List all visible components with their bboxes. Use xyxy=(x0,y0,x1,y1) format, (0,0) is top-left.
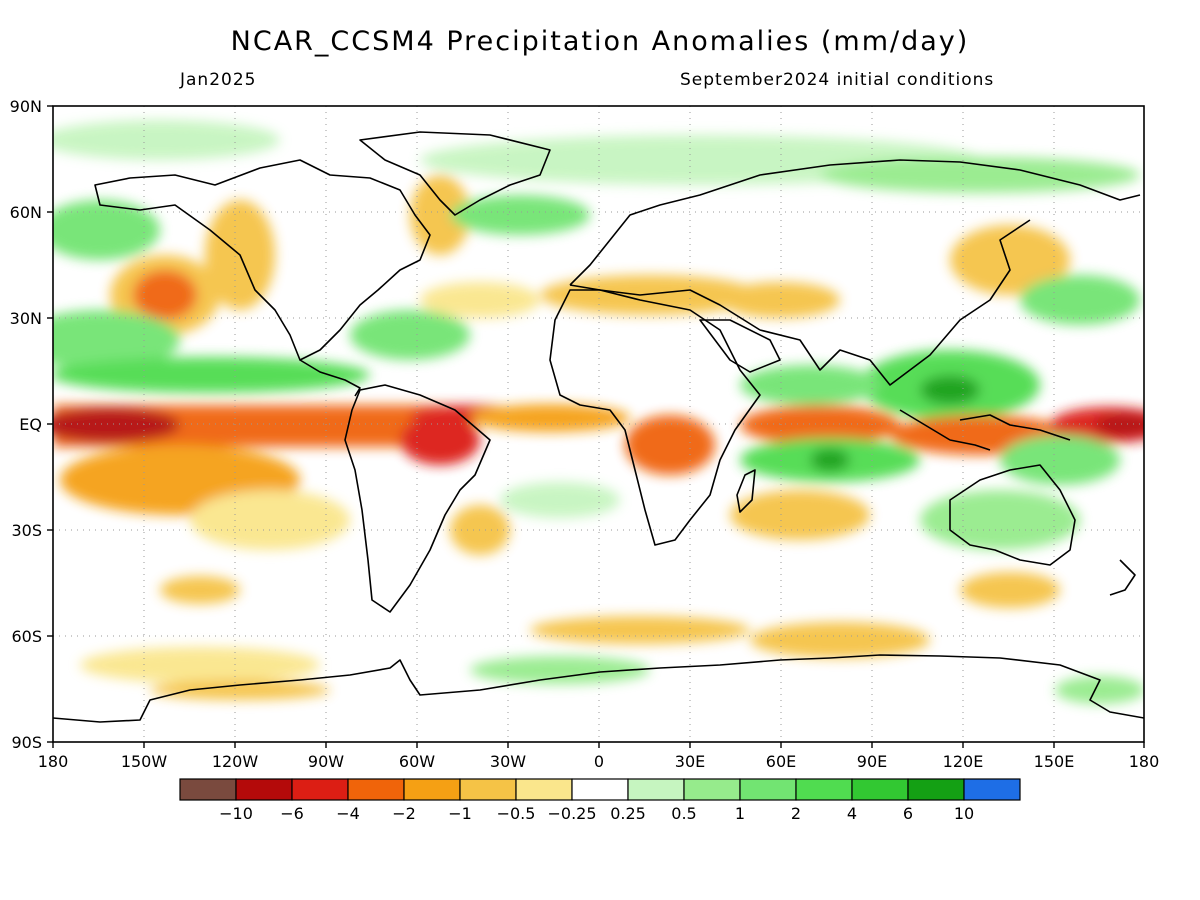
colorbar-label: 10 xyxy=(954,804,974,823)
colorbar-swatch xyxy=(571,778,629,801)
lon-label: 180 xyxy=(1129,752,1160,771)
lon-label: 150E xyxy=(1034,752,1075,771)
lon-label: 90E xyxy=(857,752,887,771)
colorbar-label: 6 xyxy=(903,804,913,823)
longitude-labels: 180 150W 120W 90W 60W 30W 0 30E 60E 90E … xyxy=(38,752,1160,771)
lat-label: EQ xyxy=(19,415,42,434)
colorbar-label: 4 xyxy=(847,804,857,823)
lon-label: 90W xyxy=(308,752,344,771)
colorbar-swatch xyxy=(179,778,237,801)
colorbar-label: −1 xyxy=(448,804,472,823)
lon-label: 60W xyxy=(399,752,435,771)
lat-label: 90N xyxy=(10,97,42,116)
colorbar-swatch xyxy=(795,778,853,801)
coastlines xyxy=(53,131,1144,723)
lat-label: 60S xyxy=(11,627,42,646)
lat-label: 30N xyxy=(10,309,42,328)
anomaly-field xyxy=(53,120,1144,704)
colorbar-label: 1 xyxy=(735,804,745,823)
map-gridlines xyxy=(53,106,1144,742)
colorbar-labels: −10 −6 −4 −2 −1 −0.5 −0.25 0.25 0.5 1 2 4 6 10 xyxy=(219,804,974,823)
lat-label: 90S xyxy=(11,733,42,752)
lat-label: 30S xyxy=(11,521,42,540)
colorbar-swatch xyxy=(683,778,741,801)
valid-month-label: Jan2025 xyxy=(180,70,257,90)
lon-label: 180 xyxy=(38,752,69,771)
colorbar-swatch xyxy=(963,778,1021,801)
lon-label: 30E xyxy=(675,752,705,771)
colorbar-swatch xyxy=(851,778,909,801)
map-title: NCAR_CCSM4 Precipitation Anomalies (mm/d… xyxy=(230,26,970,57)
lat-label: 60N xyxy=(10,203,42,222)
axis-ticks xyxy=(47,105,1145,748)
lon-label: 150W xyxy=(121,752,168,771)
lon-label: 60E xyxy=(766,752,796,771)
colorbar-label: 0.5 xyxy=(671,804,696,823)
colorbar xyxy=(179,778,1021,801)
latitude-labels: 90N 60N 30N EQ 30S 60S 90S xyxy=(10,97,42,752)
colorbar-swatch xyxy=(907,778,965,801)
colorbar-swatch xyxy=(235,778,293,801)
colorbar-swatch xyxy=(515,778,573,801)
colorbar-label: 0.25 xyxy=(610,804,646,823)
init-conditions-label: September2024 initial conditions xyxy=(680,70,995,90)
lon-label: 0 xyxy=(594,752,604,771)
lon-label: 30W xyxy=(490,752,526,771)
colorbar-swatch xyxy=(403,778,461,801)
lon-label: 120W xyxy=(212,752,259,771)
colorbar-label: −0.5 xyxy=(497,804,536,823)
colorbar-label: 2 xyxy=(791,804,801,823)
colorbar-label: −0.25 xyxy=(547,804,596,823)
colorbar-swatch xyxy=(291,778,349,801)
colorbar-label: −10 xyxy=(219,804,253,823)
colorbar-swatch xyxy=(347,778,405,801)
colorbar-label: −2 xyxy=(392,804,416,823)
colorbar-swatch xyxy=(739,778,797,801)
colorbar-label: −6 xyxy=(280,804,304,823)
colorbar-swatch xyxy=(627,778,685,801)
lon-label: 120E xyxy=(943,752,984,771)
colorbar-label: −4 xyxy=(336,804,360,823)
colorbar-swatch xyxy=(459,778,517,801)
